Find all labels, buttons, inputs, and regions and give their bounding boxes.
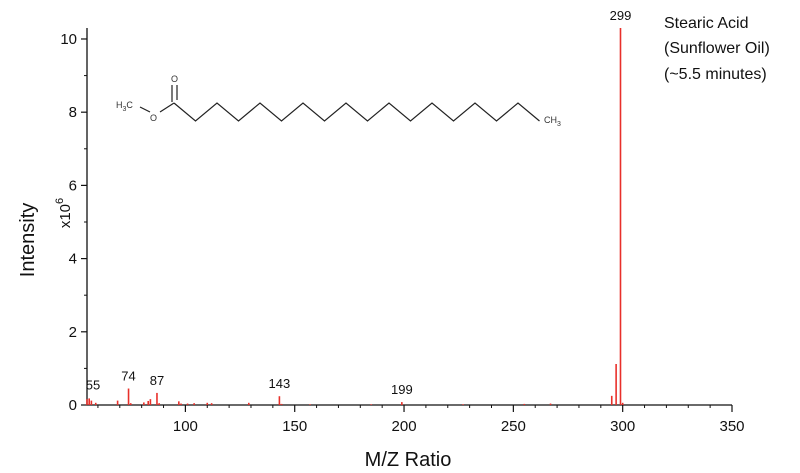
y-axis-title: Intensity — [17, 203, 39, 277]
y-tick-label-8: 8 — [69, 104, 77, 121]
ester-bond-right — [159, 102, 175, 113]
peak-labels: 55 74 87 143 199 299 — [86, 8, 632, 397]
ether-oxygen-label: O — [150, 113, 157, 123]
carbon-chain — [173, 102, 540, 122]
methyl-stearate-structure: O O H3C CH3 — [116, 74, 561, 128]
peak-label-55: 55 — [86, 378, 100, 393]
ester-bond-left — [139, 106, 151, 113]
annotation-line-2: (Sunflower Oil) — [664, 40, 770, 57]
peak-label-199: 199 — [391, 382, 413, 397]
y-tick-label-4: 4 — [69, 251, 77, 268]
peak-label-299: 299 — [610, 8, 632, 23]
x-tick-label-200: 200 — [392, 418, 417, 435]
y-tick-label-6: 6 — [69, 177, 77, 194]
x-tick-label-100: 100 — [173, 418, 198, 435]
y-tick-label-10: 10 — [60, 31, 77, 48]
y-tick-label-2: 2 — [69, 324, 77, 341]
methyl-right-label: CH3 — [544, 115, 561, 128]
compound-annotation: Stearic Acid (Sunflower Oil) (~5.5 minut… — [664, 15, 770, 83]
x-tick-label-150: 150 — [282, 418, 307, 435]
peak-label-143: 143 — [269, 376, 291, 391]
x-tick-label-350: 350 — [719, 418, 744, 435]
annotation-line-3: (~5.5 minutes) — [664, 66, 767, 83]
peak-label-87: 87 — [150, 373, 164, 388]
peaks — [86, 28, 624, 405]
annotation-line-1: Stearic Acid — [664, 15, 748, 32]
peak-label-74: 74 — [121, 369, 135, 384]
y-axis-unit: x106 — [54, 198, 74, 228]
x-tick-label-250: 250 — [501, 418, 526, 435]
carbonyl-oxygen-label: O — [171, 74, 178, 84]
y-tick-label-0: 0 — [69, 397, 77, 414]
methyl-left-label: H3C — [116, 100, 133, 113]
x-tick-label-300: 300 — [610, 418, 635, 435]
x-axis-title: M/Z Ratio — [365, 449, 452, 471]
